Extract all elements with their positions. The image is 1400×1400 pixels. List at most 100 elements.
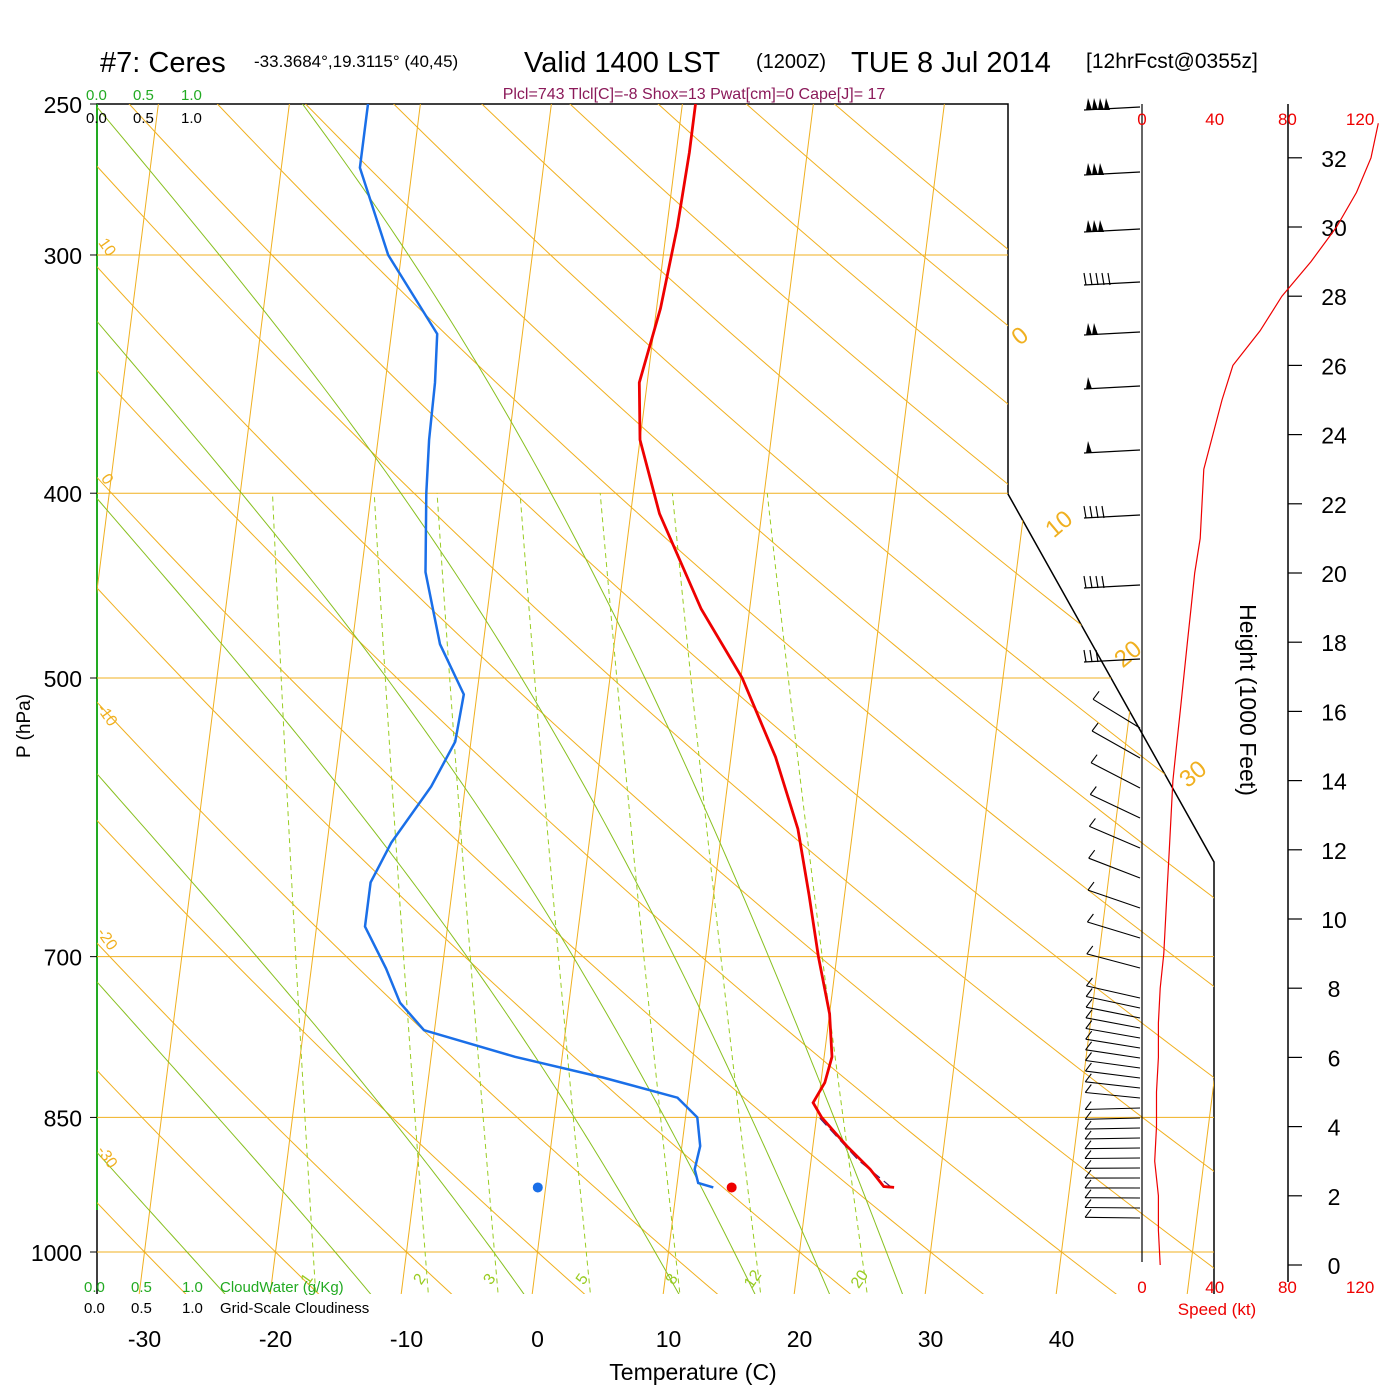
sounding-traces xyxy=(358,103,895,1193)
wind-barb-pennant xyxy=(1098,163,1104,175)
wind-barb-shaft xyxy=(1086,985,1141,999)
wind-barb-feather xyxy=(1107,272,1111,286)
isotherm-line xyxy=(247,104,475,1294)
wind-barb-feather xyxy=(1084,1179,1092,1189)
speed-tick-top-40: 40 xyxy=(1205,110,1224,129)
valid-date: TUE 8 Jul 2014 xyxy=(851,47,1051,79)
wind-barb-feather xyxy=(1084,1140,1092,1150)
parcel-trace xyxy=(818,1116,892,1188)
mixing-ratio-line xyxy=(271,493,317,1293)
station-coords: -33.3684°,19.3115° (40,45) xyxy=(254,52,458,71)
wind-barb-pennant xyxy=(1092,163,1098,175)
wind-barb-feather xyxy=(1083,649,1087,663)
wind-barb-feather xyxy=(1085,1020,1093,1029)
wind-barb-shaft xyxy=(1088,857,1141,879)
wind-barb-feather xyxy=(1101,505,1105,519)
wind-barb-shaft xyxy=(1083,385,1141,390)
wind-barb-feather xyxy=(1089,272,1093,286)
wind-barb-shaft xyxy=(1087,889,1141,909)
wind-barb-feather xyxy=(1086,945,1094,955)
wind-barb-shaft xyxy=(1085,1070,1141,1079)
wind-barb-feather xyxy=(1083,272,1087,286)
wind-barb-shaft xyxy=(1083,449,1141,454)
height-tick-16: 16 xyxy=(1321,699,1347,725)
temp-tick-0: 0 xyxy=(531,1326,544,1352)
wind-barb-feather xyxy=(1085,1030,1093,1040)
wind-barb-shaft xyxy=(1085,1091,1141,1099)
dry-adiabat xyxy=(97,104,1213,1294)
dry-adiabat xyxy=(152,104,1214,1294)
isotherm-line xyxy=(509,104,737,1294)
wind-barb-pennant xyxy=(1086,441,1092,453)
speed-tick-bottom-40: 40 xyxy=(1205,1278,1224,1297)
moist-adiabat xyxy=(97,104,773,1294)
height-tick-6: 6 xyxy=(1328,1045,1341,1071)
wind-barb-feather xyxy=(1084,1084,1092,1093)
temp-tick--10: -10 xyxy=(390,1326,423,1352)
dry-adiabat xyxy=(97,104,1072,1294)
wind-barb-pennant xyxy=(1086,377,1092,389)
wind-barb-shaft xyxy=(1085,1107,1141,1111)
wind-barb-feather xyxy=(1084,1208,1092,1218)
wind-barb-feather xyxy=(1084,1073,1092,1083)
wind-barb-feather xyxy=(1084,1110,1092,1120)
wind-barb-shaft xyxy=(1085,1059,1141,1069)
height-tick-8: 8 xyxy=(1328,976,1341,1002)
wind-barb-shaft xyxy=(1085,1127,1141,1130)
temp-tick--30: -30 xyxy=(128,1326,161,1352)
wind-barb-feather xyxy=(1088,849,1096,859)
cloudwater-tick-bottom-2: 1.0 xyxy=(182,1279,203,1296)
wind-barb-feather xyxy=(1083,505,1087,519)
isotherm-line xyxy=(640,104,868,1294)
mixing-ratio-label: 8 xyxy=(663,1271,682,1288)
height-tick-28: 28 xyxy=(1321,284,1347,310)
height-tick-30: 30 xyxy=(1321,215,1347,241)
wind-barb-shaft xyxy=(1092,698,1141,729)
isotherm-line xyxy=(0,0,81,1400)
grid-labels: 1 2 3 5 8 12 20100-10-20-300102030250300400500… xyxy=(31,92,1212,1352)
height-tick-22: 22 xyxy=(1321,492,1347,518)
moist-adiabat xyxy=(97,104,380,1294)
wind-barb-pennant xyxy=(1086,98,1092,110)
y-axis-title: P (hPa) xyxy=(14,694,35,758)
wind-barb-pennant xyxy=(1098,220,1104,232)
speed-tick-bottom-120: 120 xyxy=(1346,1278,1374,1297)
isotherm-line xyxy=(97,104,213,1294)
wind-barb-feather xyxy=(1101,272,1105,286)
height-tick-24: 24 xyxy=(1321,423,1347,449)
cloudiness-tick-bottom-2: 1.0 xyxy=(182,1300,203,1317)
height-tick-12: 12 xyxy=(1321,838,1347,864)
cloudiness-tick-top-0: 0.0 xyxy=(86,110,107,127)
wind-barb-feather xyxy=(1085,1041,1093,1051)
wind-barb-shaft xyxy=(1087,921,1141,939)
height-tick-0: 0 xyxy=(1328,1253,1341,1279)
wind-barb-feather xyxy=(1090,754,1098,764)
cloudiness-legend: Grid-Scale Cloudiness xyxy=(220,1300,369,1317)
wind-barb-feather xyxy=(1084,1199,1092,1208)
wind-barb-shaft xyxy=(1090,762,1141,789)
mixing-ratio-label: 5 xyxy=(573,1271,592,1288)
dry-adiabat xyxy=(97,104,789,1294)
wind-barb-feather xyxy=(1084,1120,1092,1130)
wind-barb-shaft xyxy=(1083,658,1141,663)
height-tick-26: 26 xyxy=(1321,353,1347,379)
wind-barb-feather xyxy=(1084,1189,1092,1199)
wind-barb-shaft xyxy=(1089,825,1141,849)
wind-barb-feather xyxy=(1085,1052,1092,1061)
cloudiness-tick-bottom-1: 0.5 xyxy=(131,1300,152,1317)
stability-indices: Plcl=743 Tlcl[C]=-8 Shox=13 Pwat[cm]=0 C… xyxy=(503,86,886,103)
moist-adiabat xyxy=(97,104,839,1294)
speed-tick-top-120: 120 xyxy=(1346,110,1374,129)
cloudwater-tick-top-1: 0.5 xyxy=(133,87,154,104)
moist-adiabat xyxy=(97,104,904,1294)
wind-barb-feather xyxy=(1084,1130,1092,1140)
wind-barb-feather xyxy=(1089,649,1093,663)
dry-adiabat xyxy=(97,104,1214,1294)
height-tick-32: 32 xyxy=(1321,146,1347,172)
cloudiness-tick-bottom-0: 0.0 xyxy=(84,1300,105,1317)
wind-barb-feather xyxy=(1084,1150,1092,1159)
wind-barb-pennant xyxy=(1092,220,1098,232)
wind-barb-feather xyxy=(1089,505,1093,519)
cloudiness-tick-top-1: 0.5 xyxy=(133,110,154,127)
pressure-tick-250: 250 xyxy=(44,92,82,118)
